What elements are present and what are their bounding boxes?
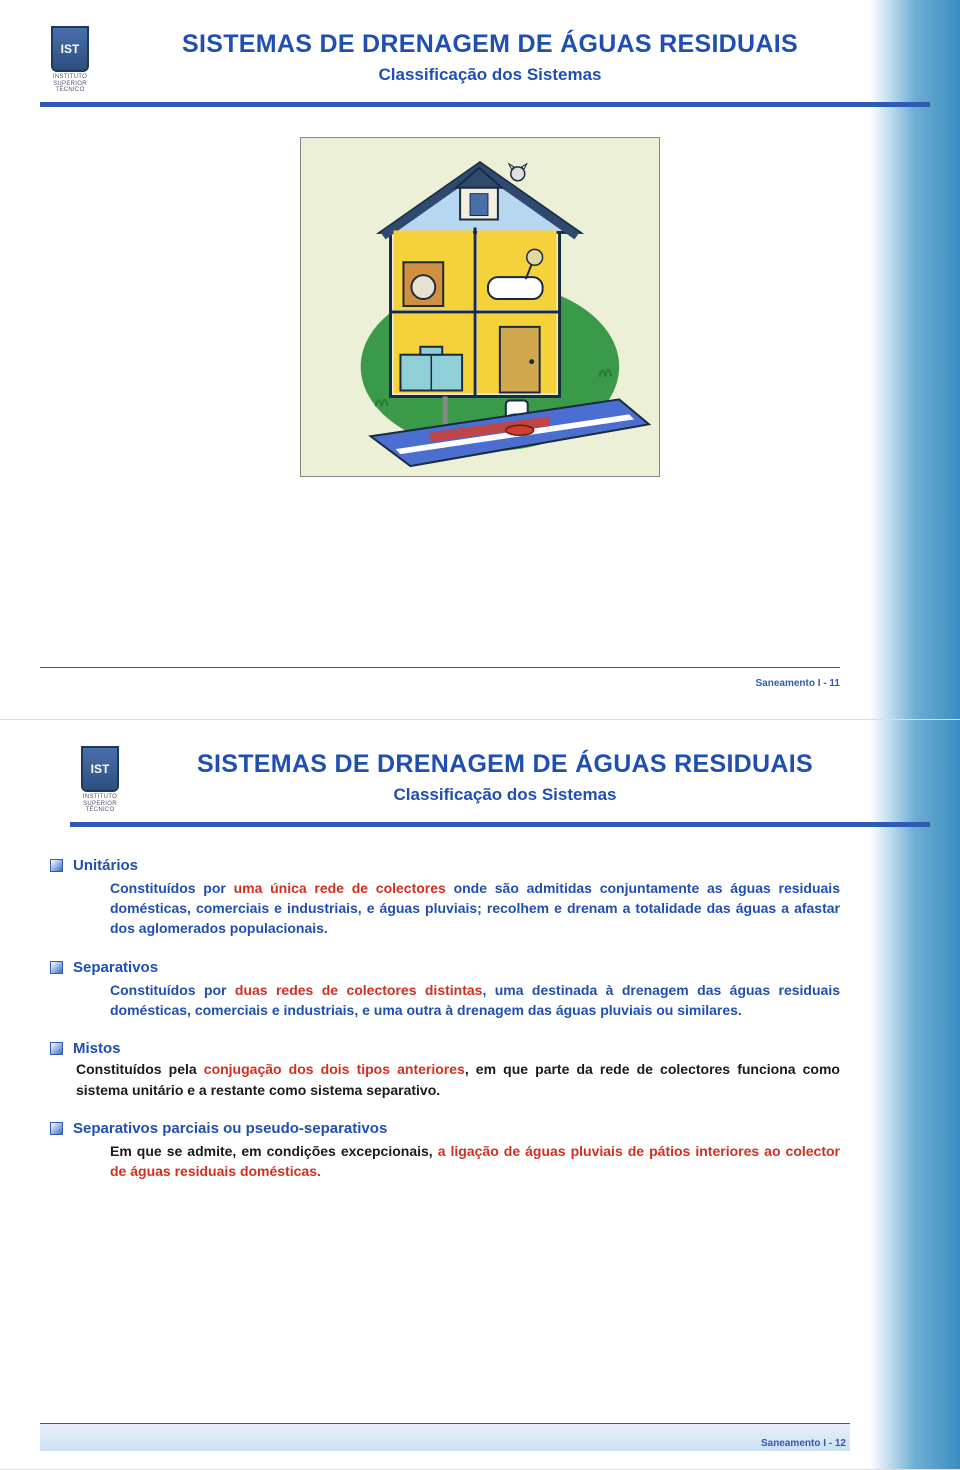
bullet-separativos: Separativos	[50, 959, 860, 976]
logo-line1: INSTITUTO	[83, 794, 117, 800]
logo-line2: SUPERIOR	[83, 801, 117, 807]
square-bullet-icon	[50, 1042, 63, 1055]
side-gradient	[870, 0, 960, 719]
square-bullet-icon	[50, 961, 63, 974]
header-rule	[40, 102, 930, 107]
para-mistos: Constituídos pela conjugação dos dois ti…	[76, 1059, 840, 1100]
text: Constituídos por	[110, 982, 235, 998]
bullet-unitarios: Unitários	[50, 857, 860, 874]
square-bullet-icon	[50, 859, 63, 872]
slide-header: IST INSTITUTO SUPERIOR TÉCNICO SISTEMAS …	[40, 30, 920, 94]
logo-shield-icon: IST	[51, 26, 89, 72]
logo-line3: TÉCNICO	[85, 807, 114, 813]
slide-title: SISTEMAS DE DRENAGEM DE ÁGUAS RESIDUAIS	[120, 30, 860, 59]
highlight: duas redes de colectores distintas	[235, 982, 483, 998]
square-bullet-icon	[50, 1122, 63, 1135]
slide-title: SISTEMAS DE DRENAGEM DE ÁGUAS RESIDUAIS	[150, 750, 860, 779]
logo-line1: INSTITUTO	[53, 74, 87, 80]
logo-caption: INSTITUTO SUPERIOR TÉCNICO	[40, 74, 100, 94]
highlight: uma única rede de colectores	[234, 880, 446, 896]
footer-text: Saneamento I - 12	[40, 1430, 850, 1449]
slide-subtitle: Classificação dos Sistemas	[120, 65, 860, 85]
slide-footer: Saneamento I - 11	[40, 667, 840, 689]
para-unitarios: Constituídos por uma única rede de colec…	[110, 878, 840, 939]
house-illustration	[300, 137, 660, 477]
bullet-pseudo-separativos: Separativos parciais ou pseudo-separativ…	[50, 1120, 860, 1137]
highlight: conjugação dos dois tipos anteriores	[204, 1061, 465, 1077]
footer-rule	[40, 667, 840, 668]
title-block: SISTEMAS DE DRENAGEM DE ÁGUAS RESIDUAIS …	[150, 750, 920, 805]
slide-1: IST INSTITUTO SUPERIOR TÉCNICO SISTEMAS …	[0, 0, 960, 720]
house-cutaway-icon	[301, 138, 659, 476]
bullet-label: Separativos parciais ou pseudo-separativ…	[73, 1120, 387, 1137]
text: Constituídos pela	[76, 1061, 204, 1077]
slide-footer: Saneamento I - 12	[40, 1423, 850, 1451]
para-separativos: Constituídos por duas redes de colectore…	[110, 980, 840, 1021]
logo-shield-icon: IST	[81, 746, 119, 792]
slide-header: IST INSTITUTO SUPERIOR TÉCNICO SISTEMAS …	[70, 750, 920, 814]
logo-line2: SUPERIOR	[53, 81, 87, 87]
text: Constituídos por	[110, 880, 234, 896]
bullet-label: Mistos	[73, 1040, 121, 1057]
bullet-mistos: Mistos	[50, 1040, 860, 1057]
institution-logo: IST INSTITUTO SUPERIOR TÉCNICO	[70, 746, 130, 814]
bullet-label: Separativos	[73, 959, 158, 976]
logo-caption: INSTITUTO SUPERIOR TÉCNICO	[70, 794, 130, 814]
text: Em que se admite, em condições excepcion…	[110, 1143, 438, 1159]
slide-subtitle: Classificação dos Sistemas	[150, 785, 860, 805]
slide-body: Unitários Constituídos por uma única red…	[40, 827, 920, 1182]
logo-line3: TÉCNICO	[55, 87, 84, 93]
footer-gradient-box: Saneamento I - 12	[40, 1424, 850, 1451]
slide-2: IST INSTITUTO SUPERIOR TÉCNICO SISTEMAS …	[0, 720, 960, 1470]
institution-logo: IST INSTITUTO SUPERIOR TÉCNICO	[40, 26, 100, 94]
para-pseudo-separativos: Em que se admite, em condições excepcion…	[110, 1141, 840, 1182]
bullet-label: Unitários	[73, 857, 138, 874]
title-block: SISTEMAS DE DRENAGEM DE ÁGUAS RESIDUAIS …	[120, 30, 920, 85]
footer-text: Saneamento I - 11	[40, 678, 840, 689]
